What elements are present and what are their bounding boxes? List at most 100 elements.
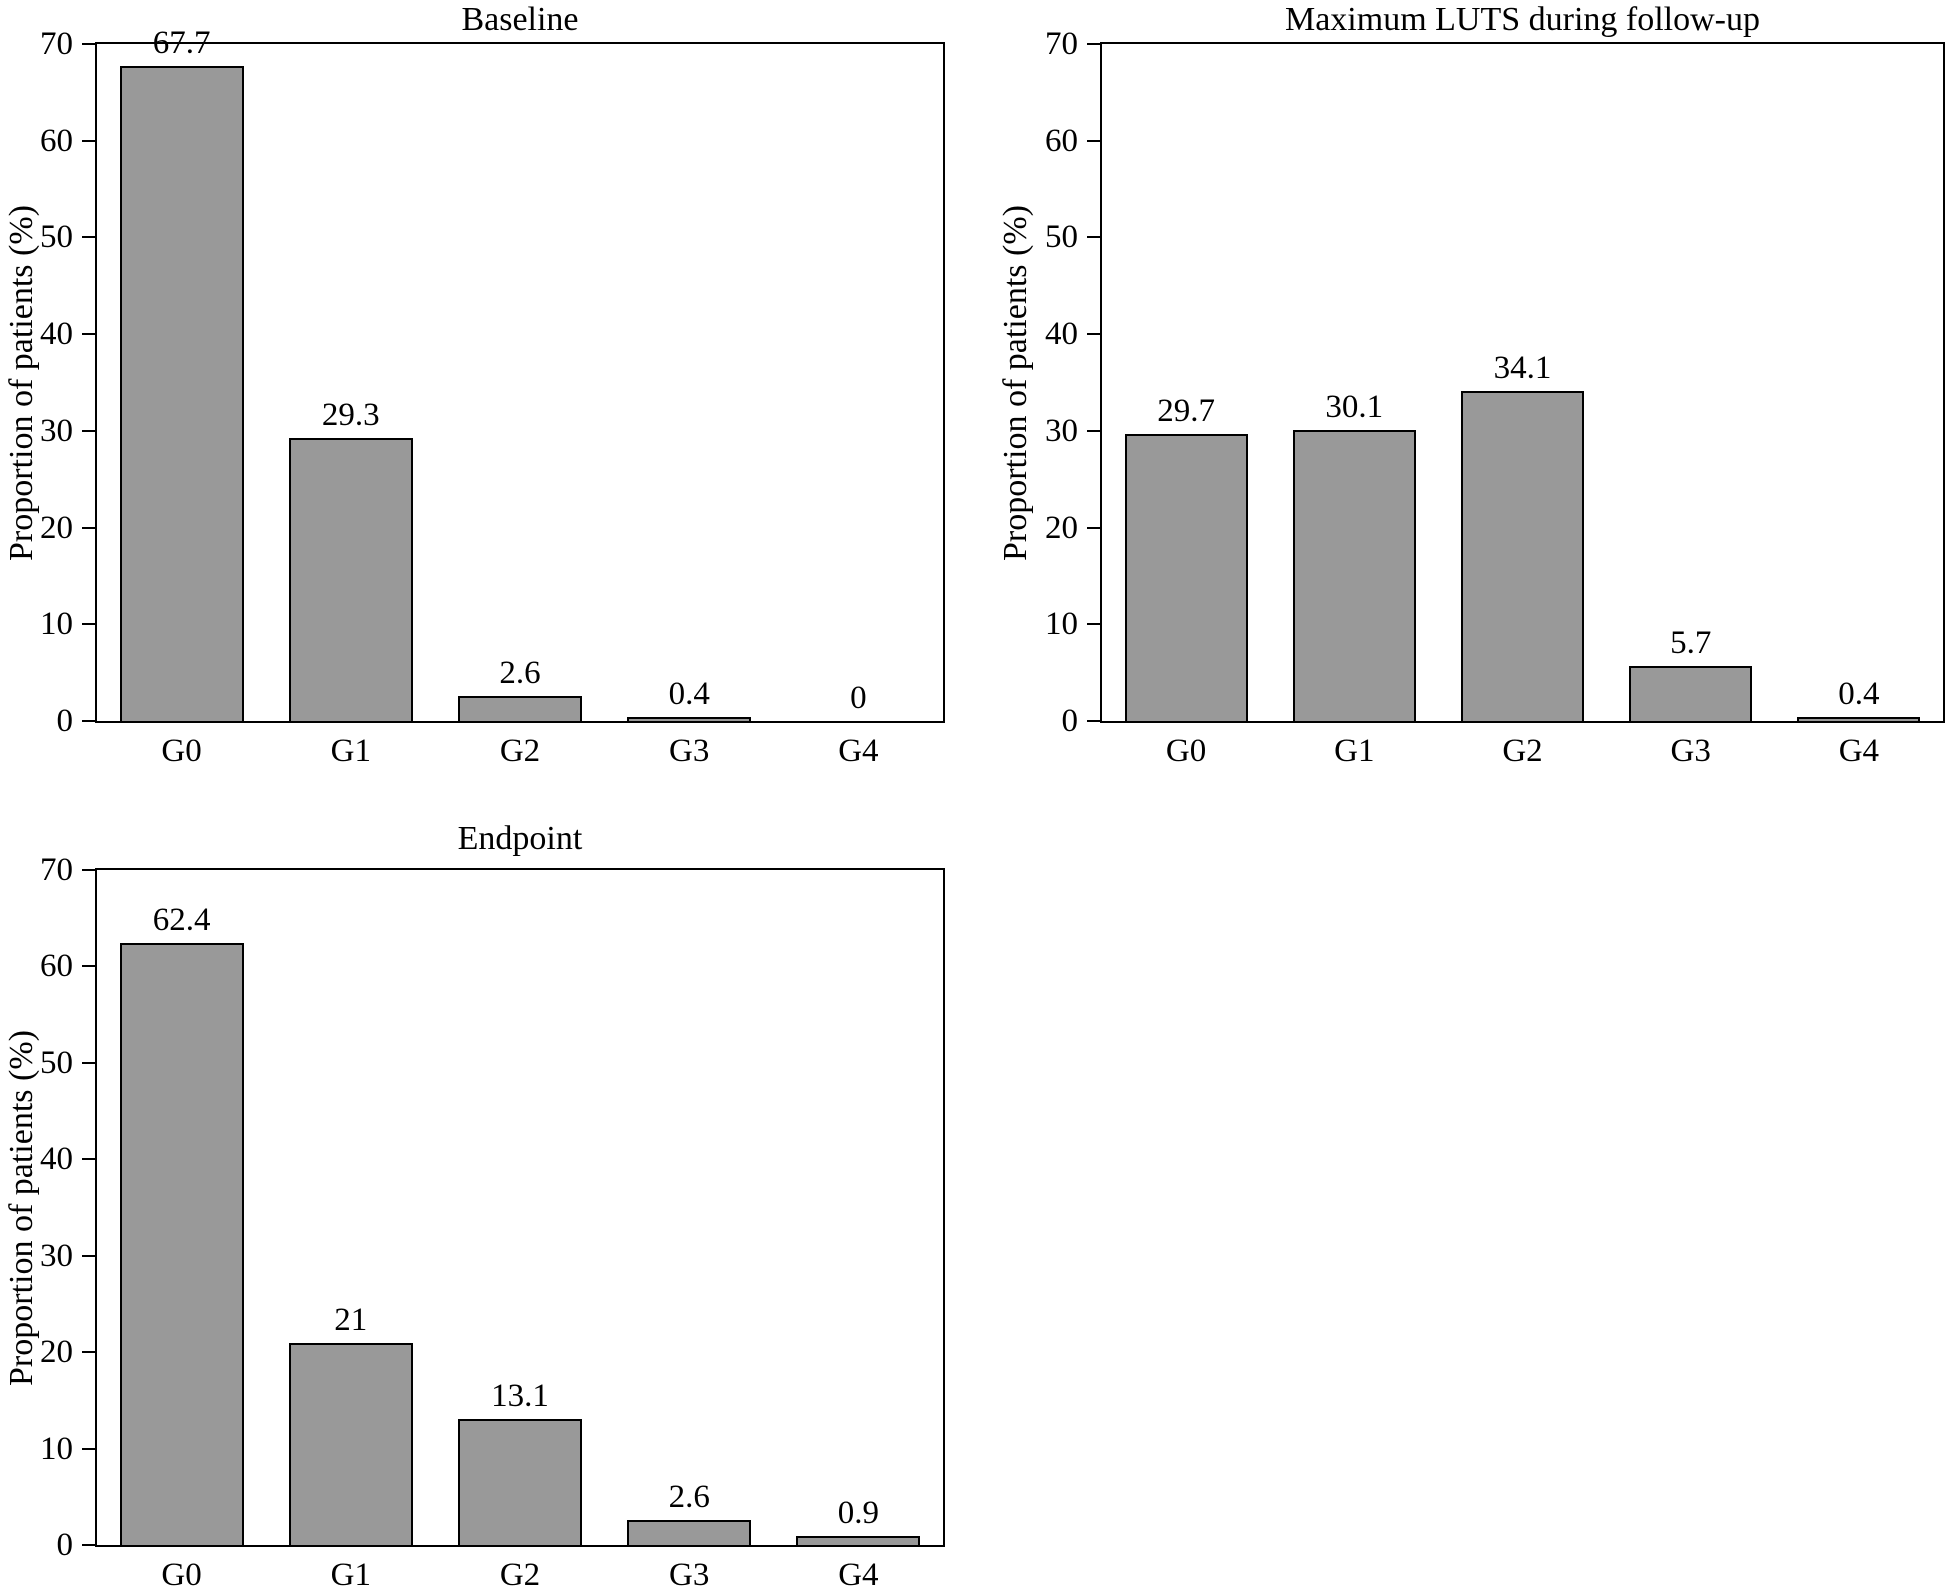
bar-G4 xyxy=(1797,717,1921,721)
bar-G1 xyxy=(1292,429,1416,721)
y-axis-label-text: Proportion of patients (%) xyxy=(3,204,40,561)
x-tick-label: G4 xyxy=(1838,733,1880,769)
y-tick-label: 30 xyxy=(1045,412,1078,449)
y-tick xyxy=(1087,43,1100,45)
bar-value-label: 34.1 xyxy=(1493,350,1552,387)
bar-value-label: 21 xyxy=(334,1301,368,1338)
y-tick-label: 70 xyxy=(40,26,73,62)
bar-G2 xyxy=(458,1418,582,1545)
bar-value-label: 13.1 xyxy=(491,1377,549,1414)
x-tick-label: G1 xyxy=(1334,733,1375,769)
y-tick xyxy=(1087,720,1100,722)
y-axis-label-text: Proportion of patients (%) xyxy=(3,1029,40,1386)
plot-area xyxy=(95,42,945,723)
y-tick xyxy=(1087,333,1100,336)
y-tick-label: 40 xyxy=(1045,316,1078,353)
y-tick xyxy=(1087,236,1100,239)
bar-G2 xyxy=(1461,391,1584,721)
y-tick xyxy=(1087,139,1100,142)
y-tick xyxy=(82,236,95,239)
x-tick-label: G2 xyxy=(1502,733,1543,769)
y-tick xyxy=(82,1351,95,1354)
y-tick xyxy=(82,139,95,142)
bar-G3 xyxy=(627,717,752,721)
bar-value-label: 30.1 xyxy=(1325,388,1384,425)
y-tick xyxy=(82,429,95,432)
y-tick-label: 70 xyxy=(40,852,73,888)
y-tick xyxy=(82,623,95,626)
y-tick-label: 30 xyxy=(40,412,73,449)
bar-value-label: 67.7 xyxy=(152,25,211,62)
y-tick-label: 0 xyxy=(1061,703,1079,739)
y-tick xyxy=(82,1544,95,1546)
y-tick-label: 0 xyxy=(56,1527,74,1563)
x-tick-label: G1 xyxy=(330,1557,371,1587)
y-tick xyxy=(82,526,95,529)
x-tick-label: G0 xyxy=(161,733,202,769)
y-tick xyxy=(82,43,95,45)
bar-value-label: 29.7 xyxy=(1157,392,1215,429)
x-tick-label: G0 xyxy=(1165,733,1207,769)
bar-value-label: 0 xyxy=(850,680,867,716)
bar-value-label: 0.4 xyxy=(1838,676,1880,713)
chart-endpoint: Endpoint Proportion of patients (%) 0 10 2… xyxy=(0,793,974,1587)
bar-G0 xyxy=(1124,433,1248,721)
y-tick xyxy=(1087,429,1100,432)
x-tick-label: G2 xyxy=(499,1557,541,1587)
y-tick xyxy=(82,1254,95,1257)
y-tick xyxy=(1087,623,1100,626)
plot-area xyxy=(1100,42,1945,723)
y-tick-label: 20 xyxy=(1045,509,1078,546)
x-tick-label: G3 xyxy=(669,1557,710,1587)
y-tick xyxy=(82,1158,95,1161)
y-tick-label: 0 xyxy=(56,703,74,739)
y-tick-label: 50 xyxy=(40,1044,73,1081)
y-tick-label: 50 xyxy=(40,219,73,256)
x-tick-label: G2 xyxy=(499,733,541,769)
x-tick-label: G3 xyxy=(1670,733,1711,769)
bar-G0 xyxy=(119,66,244,721)
bar-value-label: 29.3 xyxy=(321,396,380,433)
x-tick-label: G1 xyxy=(330,733,371,769)
x-tick-label: G3 xyxy=(669,733,710,769)
y-tick-label: 50 xyxy=(1045,219,1078,256)
chart-max-luts-follow-up: Maximum LUTS during follow-up Proportion… xyxy=(975,0,1949,793)
chart-title: Maximum LUTS during follow-up xyxy=(1284,1,1761,38)
y-tick-label: 70 xyxy=(1045,26,1078,62)
y-tick-label: 20 xyxy=(40,509,73,546)
y-tick xyxy=(82,869,95,871)
bar-G1 xyxy=(288,437,413,721)
y-tick xyxy=(82,720,95,722)
y-tick-label: 40 xyxy=(40,1141,73,1178)
y-tick xyxy=(82,965,95,968)
y-tick-label: 60 xyxy=(40,122,73,159)
bar-G4 xyxy=(796,1536,921,1545)
bar-value-label: 2.6 xyxy=(499,654,541,691)
y-axis-label-text: Proportion of patients (%) xyxy=(997,204,1034,561)
bar-G3 xyxy=(627,1519,752,1545)
y-tick-label: 10 xyxy=(40,606,73,643)
x-tick-label: G4 xyxy=(838,1557,879,1587)
bar-G0 xyxy=(119,943,244,1545)
y-tick xyxy=(82,333,95,336)
x-tick-label: G0 xyxy=(161,1557,202,1587)
y-tick xyxy=(1087,526,1100,529)
bar-value-label: 0.9 xyxy=(837,1495,880,1532)
y-tick-label: 20 xyxy=(40,1334,73,1371)
y-tick-label: 10 xyxy=(1045,606,1078,643)
bar-G1 xyxy=(288,1342,413,1545)
bar-value-label: 5.7 xyxy=(1670,624,1712,661)
x-tick-label: G4 xyxy=(838,733,879,769)
bar-value-label: 2.6 xyxy=(668,1478,710,1515)
chart-baseline: Baseline Proportion of patients (%) 0 10 2… xyxy=(0,0,974,793)
y-tick xyxy=(82,1061,95,1064)
y-tick-label: 30 xyxy=(40,1237,73,1274)
bar-value-label: 62.4 xyxy=(152,902,211,939)
bar-value-label: 0.4 xyxy=(668,676,710,713)
y-tick-label: 10 xyxy=(40,1430,73,1467)
chart-title: Endpoint xyxy=(457,820,583,857)
bar-G2 xyxy=(458,695,582,721)
plot-area xyxy=(95,868,945,1547)
y-tick xyxy=(82,1447,95,1450)
